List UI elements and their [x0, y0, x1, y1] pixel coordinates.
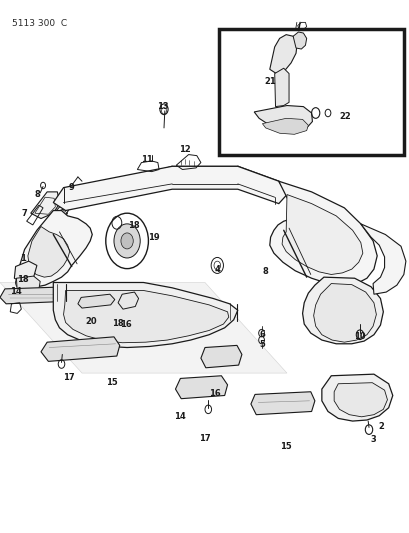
Text: 7: 7 — [22, 209, 27, 217]
Polygon shape — [269, 181, 376, 285]
Text: 1: 1 — [20, 254, 25, 263]
Text: 18: 18 — [128, 221, 139, 230]
Text: 14: 14 — [11, 287, 22, 296]
Text: 10: 10 — [353, 333, 365, 341]
Polygon shape — [333, 383, 387, 417]
Polygon shape — [274, 68, 288, 107]
Polygon shape — [302, 277, 382, 344]
Polygon shape — [281, 195, 362, 274]
Text: 8: 8 — [34, 190, 40, 199]
Text: 5: 5 — [259, 341, 265, 349]
Text: 17: 17 — [199, 434, 210, 442]
Polygon shape — [254, 106, 312, 131]
Text: 15: 15 — [280, 442, 291, 451]
Text: 2: 2 — [378, 422, 383, 431]
Text: 14: 14 — [174, 413, 186, 421]
Text: 22: 22 — [339, 112, 350, 120]
Text: 9: 9 — [69, 183, 74, 192]
Polygon shape — [41, 337, 119, 361]
Text: 8: 8 — [262, 268, 268, 276]
Polygon shape — [321, 374, 392, 421]
Text: 19: 19 — [148, 233, 160, 241]
Polygon shape — [63, 290, 228, 343]
Text: 5113 300  C: 5113 300 C — [12, 19, 67, 28]
Text: 21: 21 — [264, 77, 276, 85]
Polygon shape — [250, 392, 314, 415]
Circle shape — [121, 233, 133, 249]
Polygon shape — [175, 376, 227, 399]
Polygon shape — [14, 261, 37, 282]
Text: 15: 15 — [106, 378, 117, 387]
Polygon shape — [269, 35, 297, 75]
Text: 18: 18 — [17, 276, 28, 284]
Text: 11: 11 — [141, 156, 152, 164]
Text: 13: 13 — [157, 102, 169, 111]
Circle shape — [114, 224, 140, 258]
Polygon shape — [262, 118, 308, 134]
Text: 6: 6 — [259, 330, 265, 339]
Text: 18: 18 — [112, 319, 124, 328]
Text: 4: 4 — [214, 265, 220, 273]
Polygon shape — [16, 276, 40, 293]
Text: 12: 12 — [178, 145, 190, 154]
Text: 17: 17 — [63, 373, 74, 382]
Polygon shape — [53, 282, 237, 348]
Polygon shape — [0, 282, 286, 373]
Polygon shape — [31, 192, 59, 219]
Text: 3: 3 — [369, 435, 375, 444]
Polygon shape — [360, 224, 405, 294]
Polygon shape — [292, 32, 306, 49]
Text: 20: 20 — [85, 317, 97, 326]
Polygon shape — [313, 284, 375, 342]
Polygon shape — [0, 287, 74, 304]
Text: 16: 16 — [209, 389, 220, 398]
Polygon shape — [53, 166, 286, 211]
Polygon shape — [118, 292, 138, 309]
Polygon shape — [28, 227, 70, 277]
Polygon shape — [78, 294, 115, 308]
Text: 16: 16 — [119, 320, 131, 328]
FancyBboxPatch shape — [219, 29, 403, 155]
Polygon shape — [200, 345, 241, 368]
Polygon shape — [20, 211, 92, 287]
